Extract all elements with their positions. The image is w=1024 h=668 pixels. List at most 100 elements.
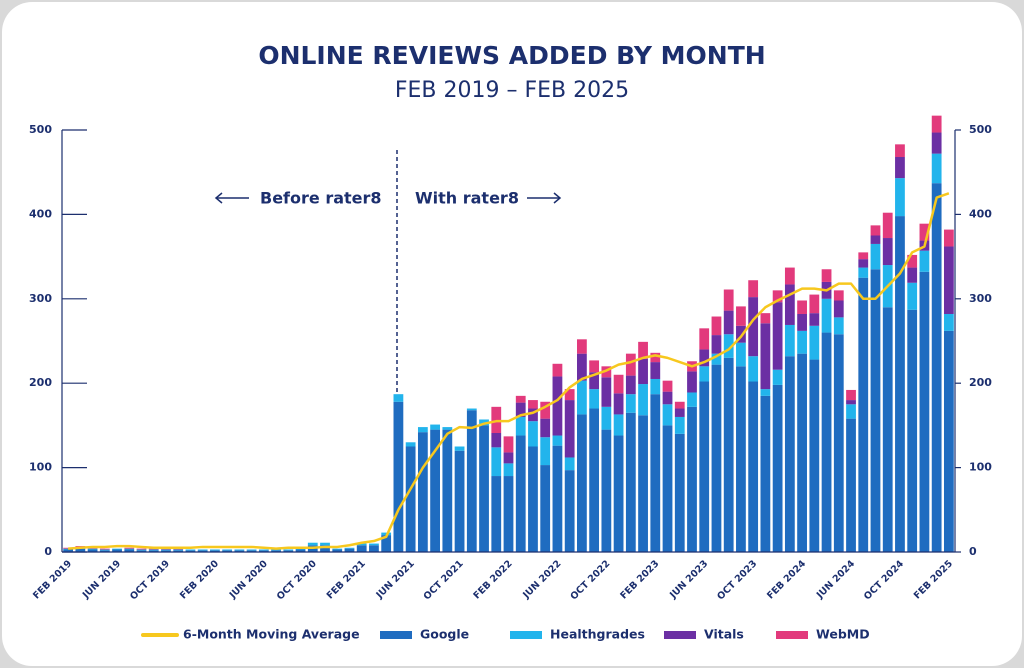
bar-segment [674, 433, 685, 552]
bar-segment [784, 284, 795, 325]
bar-segment [674, 401, 685, 409]
bar-segment [650, 362, 661, 379]
bar-segment [931, 132, 942, 154]
bar-segment [173, 549, 184, 551]
bar-segment [760, 389, 771, 396]
bar-segment [748, 297, 759, 357]
bar-segment [491, 432, 502, 448]
y2-tick-label: 0 [969, 545, 977, 558]
bar-segment [784, 267, 795, 285]
bar-segment [466, 410, 477, 552]
bar-segment [589, 360, 600, 373]
bar-segment [466, 408, 477, 411]
bar-segment [515, 416, 526, 436]
bar-segment [736, 306, 746, 326]
bar-segment [674, 416, 685, 434]
annotation: Before rater8 [260, 189, 382, 208]
bar-segment [430, 429, 440, 552]
bar-segment [748, 280, 759, 298]
bar-segment [307, 542, 318, 546]
bar-segment [124, 548, 135, 550]
bar-segment [99, 550, 110, 552]
bar-segment [405, 442, 416, 447]
bar-segment [943, 246, 954, 314]
bar-segment [662, 380, 673, 392]
bar-segment [870, 269, 881, 552]
bar-segment [442, 427, 453, 430]
bar-segment [723, 334, 734, 358]
bar-segment [491, 406, 502, 433]
bar-segment [381, 535, 392, 552]
bar-segment [442, 429, 453, 552]
bar-segment [931, 115, 942, 133]
bar-segment [895, 157, 905, 179]
bar-segment [711, 316, 722, 336]
bar-segment [943, 330, 954, 552]
bar-segment [613, 374, 624, 394]
bar-segment [430, 424, 440, 430]
bar-segment [760, 313, 771, 324]
bar-segment [772, 290, 783, 303]
bar-segment [258, 550, 269, 552]
y-tick-label: 300 [29, 292, 52, 305]
bar-segment [528, 408, 538, 422]
bar-segment [479, 425, 489, 552]
bar-segment [528, 446, 538, 552]
bar-segment [907, 309, 918, 552]
bar-segment [283, 549, 294, 551]
bar-segment [601, 406, 612, 430]
bar-segment [503, 436, 514, 453]
bar-segment [271, 549, 281, 551]
bar-segment [124, 549, 135, 552]
bar-segment [577, 339, 587, 354]
bar-segment [687, 392, 697, 407]
bar-segment [772, 302, 783, 370]
bar-segment [723, 310, 734, 335]
bar-segment [577, 353, 587, 381]
bar-segment [613, 414, 624, 436]
bar-segment [417, 432, 428, 552]
bar-segment [919, 223, 930, 241]
bar-segment [589, 389, 600, 409]
bar-segment [797, 353, 807, 552]
bar-segment [919, 250, 930, 272]
bar-segment [821, 332, 832, 552]
bar-segment [589, 372, 600, 390]
legend-label: WebMD [816, 627, 870, 642]
bar-segment [210, 549, 220, 551]
bar-segment [246, 549, 257, 551]
y-tick-label: 500 [29, 123, 52, 136]
y2-tick-label: 400 [969, 207, 992, 220]
bar-segment [356, 545, 367, 552]
y2-tick-label: 300 [969, 292, 992, 305]
bar-segment [772, 369, 783, 385]
bar-segment [699, 366, 710, 382]
bar-segment [699, 349, 710, 367]
bar-segment [320, 545, 330, 552]
bar-segment [833, 300, 844, 318]
bar-segment [577, 414, 587, 552]
bar-segment [503, 476, 514, 552]
bar-segment [332, 548, 343, 550]
bar-segment [552, 363, 563, 377]
legend-label: 6-Month Moving Average [183, 627, 360, 642]
bar-segment [601, 377, 612, 407]
bar-segment [258, 549, 269, 551]
legend-label: Healthgrades [550, 627, 645, 642]
bar-segment [662, 425, 673, 552]
bar-segment [882, 238, 893, 266]
bar-segment [760, 395, 771, 552]
bar-segment [870, 243, 881, 270]
y-tick-label: 400 [29, 207, 52, 220]
bar-segment [846, 389, 856, 401]
bar-segment [503, 463, 514, 477]
bar-segment [931, 153, 942, 184]
bar-segment [638, 341, 648, 359]
bar-segment [723, 289, 734, 311]
chart-subtitle: FEB 2019 – FEB 2025 [395, 78, 629, 103]
bar-segment [638, 415, 648, 552]
bar-segment [748, 356, 759, 382]
bar-segment [197, 550, 208, 552]
bar-segment [491, 476, 502, 552]
